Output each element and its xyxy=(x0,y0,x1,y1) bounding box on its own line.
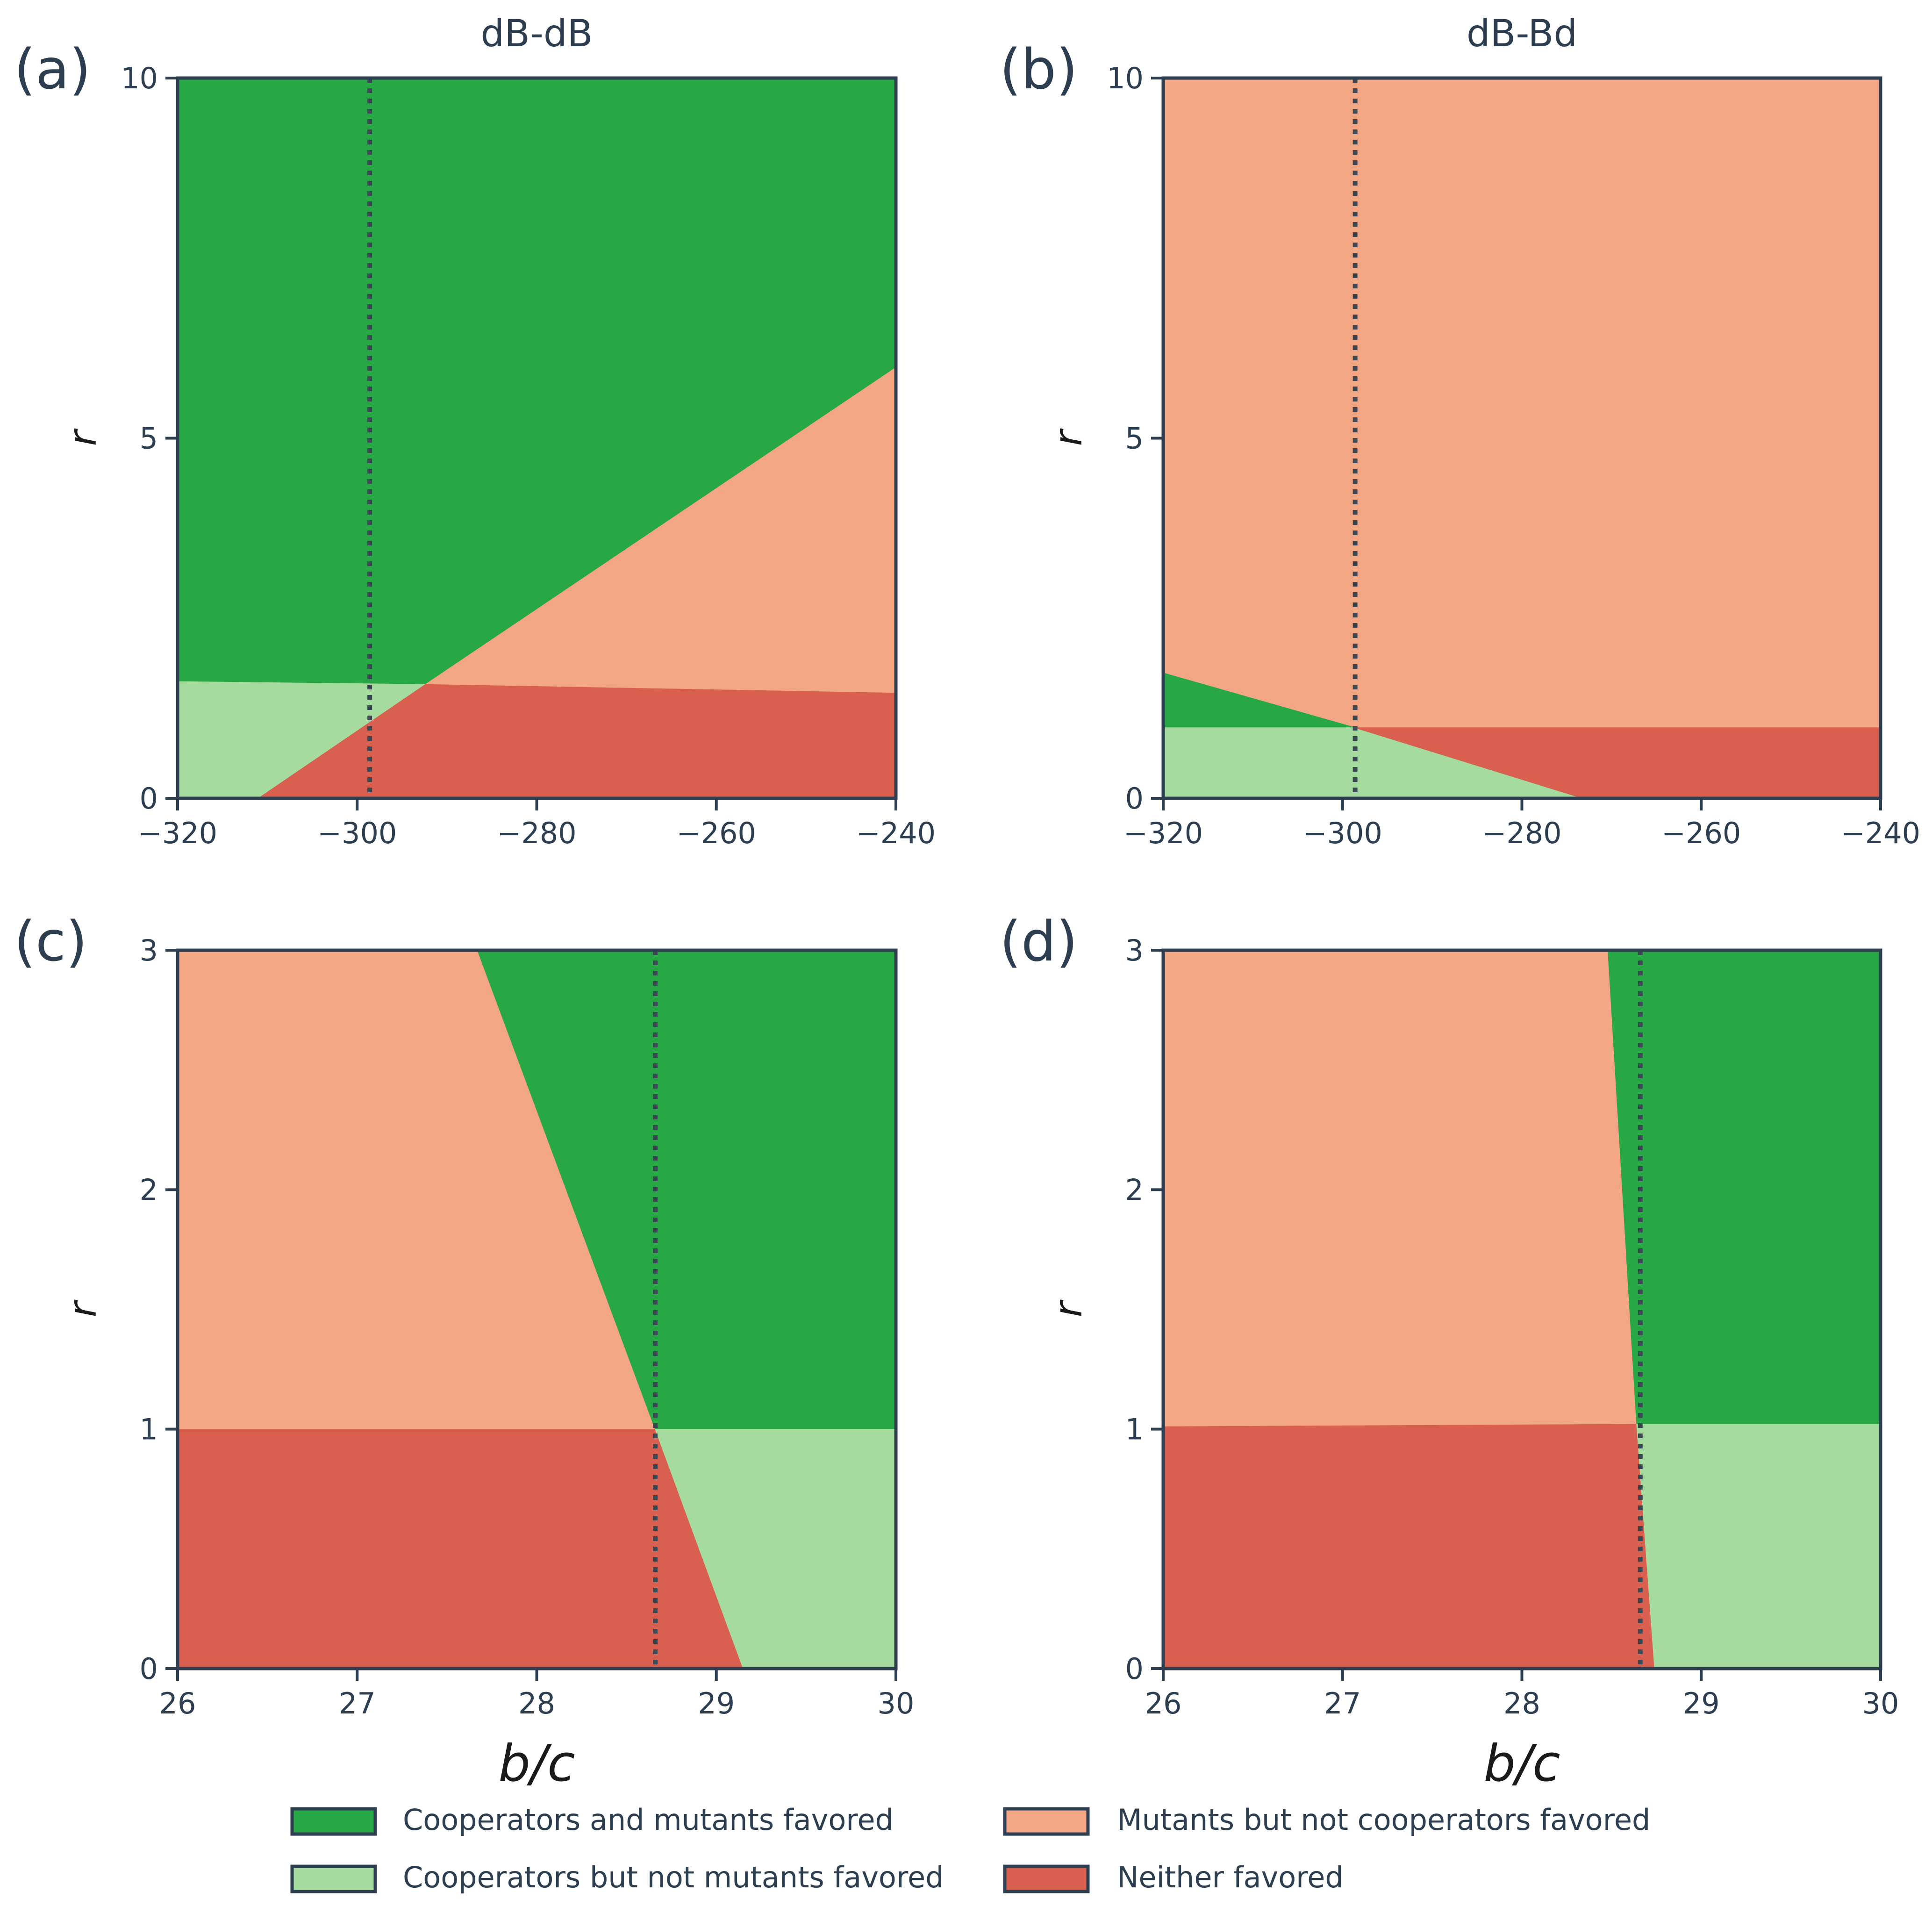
panel-b-region-salmon xyxy=(1163,78,1881,728)
panel-d-ytick-label: 0 xyxy=(1125,1652,1144,1686)
panel-b-xtick-label: −320 xyxy=(1123,816,1203,850)
panel-d: 26 27 28 29 30 0 1 2 3 (d) r b/c xyxy=(1000,909,1899,1793)
panel-b: −320 −300 −280 −260 −240 0 5 10 (b) dB-Bd r xyxy=(1000,12,1920,850)
panel-c-ytick-label: 3 xyxy=(140,933,158,968)
panel-b-label: (b) xyxy=(1000,37,1078,101)
panel-c-ytick-label: 1 xyxy=(140,1412,158,1447)
panel-a-xtick-label: −260 xyxy=(677,816,756,850)
panel-d-xtick-label: 30 xyxy=(1862,1686,1899,1720)
panel-a-xtick-label: −280 xyxy=(497,816,576,850)
panel-d-xtick-label: 27 xyxy=(1324,1686,1361,1720)
panel-a-ylabel: r xyxy=(61,428,105,446)
panel-c-xlabel: b/c xyxy=(498,1735,575,1793)
panel-d-xtick-label: 29 xyxy=(1683,1686,1720,1720)
legend: Cooperators and mutants favored Mutants … xyxy=(290,1803,1650,1894)
legend-label-mutants-not-coop: Mutants but not cooperators favored xyxy=(1117,1803,1650,1837)
panel-c-region-red xyxy=(177,1428,744,1669)
panel-b-ytick-label: 0 xyxy=(1125,781,1144,816)
panel-d-xtick-label: 28 xyxy=(1503,1686,1540,1720)
panel-b-xtick-label: −280 xyxy=(1482,816,1561,850)
panel-c-xtick-label: 28 xyxy=(518,1686,555,1720)
panel-b-ytick-label: 5 xyxy=(1125,422,1144,456)
panel-c: 26 27 28 29 30 0 1 2 3 (c) r b/c xyxy=(14,909,914,1793)
panel-a-ytick-label: 10 xyxy=(121,61,158,95)
panel-d-ytick-label: 2 xyxy=(1125,1173,1144,1207)
panel-a-ytick-label: 5 xyxy=(140,422,158,456)
panel-d-region-green-dark xyxy=(1607,950,1881,1425)
legend-swatch-coop-mutants xyxy=(290,1807,377,1836)
panel-b-xtick-label: −300 xyxy=(1303,816,1382,850)
panel-a-xtick-label: −240 xyxy=(856,816,936,850)
panel-c-ytick-label: 2 xyxy=(140,1173,158,1207)
panel-b-xtick-label: −260 xyxy=(1661,816,1741,850)
legend-swatch-coop-not-mutants xyxy=(290,1864,377,1893)
panel-d-xlabel: b/c xyxy=(1483,1735,1560,1793)
panel-c-xtick-label: 26 xyxy=(159,1686,196,1720)
panel-b-title: dB-Bd xyxy=(1467,12,1577,55)
panel-a-xtick-label: −320 xyxy=(138,816,217,850)
legend-label-coop-mutants: Cooperators and mutants favored xyxy=(403,1803,894,1837)
legend-label-neither: Neither favored xyxy=(1117,1860,1344,1894)
panel-d-ytick-label: 3 xyxy=(1125,933,1144,968)
panel-d-xtick-label: 26 xyxy=(1145,1686,1182,1720)
panel-b-xtick-label: −240 xyxy=(1841,816,1920,850)
panel-d-ytick-label: 1 xyxy=(1125,1412,1144,1447)
panel-a-xtick-label: −300 xyxy=(317,816,397,850)
panel-a: −320 −300 −280 −260 −240 0 5 10 (a) dB-dB r xyxy=(14,12,936,850)
panel-a-title: dB-dB xyxy=(480,12,593,55)
panel-c-xtick-label: 30 xyxy=(878,1686,915,1720)
panel-c-xtick-label: 27 xyxy=(339,1686,376,1720)
panel-d-region-red xyxy=(1163,1424,1655,1669)
panel-a-ytick-label: 0 xyxy=(140,781,158,816)
panel-b-ylabel: r xyxy=(1046,428,1091,446)
panel-d-region-green-light xyxy=(1636,1424,1881,1669)
panel-b-ytick-label: 10 xyxy=(1107,61,1144,95)
legend-swatch-mutants-not-coop xyxy=(1003,1807,1090,1836)
panel-c-ytick-label: 0 xyxy=(140,1652,158,1686)
legend-label-coop-not-mutants: Cooperators but not mutants favored xyxy=(403,1860,944,1894)
panel-c-xtick-label: 29 xyxy=(698,1686,735,1720)
panel-d-ylabel: r xyxy=(1046,1299,1091,1317)
panel-d-label: (d) xyxy=(1000,909,1078,974)
panel-c-label: (c) xyxy=(14,909,87,974)
panel-c-ylabel: r xyxy=(61,1299,105,1317)
legend-swatch-neither xyxy=(1003,1864,1090,1893)
panel-a-label: (a) xyxy=(14,37,91,101)
panel-d-region-salmon xyxy=(1163,950,1637,1427)
